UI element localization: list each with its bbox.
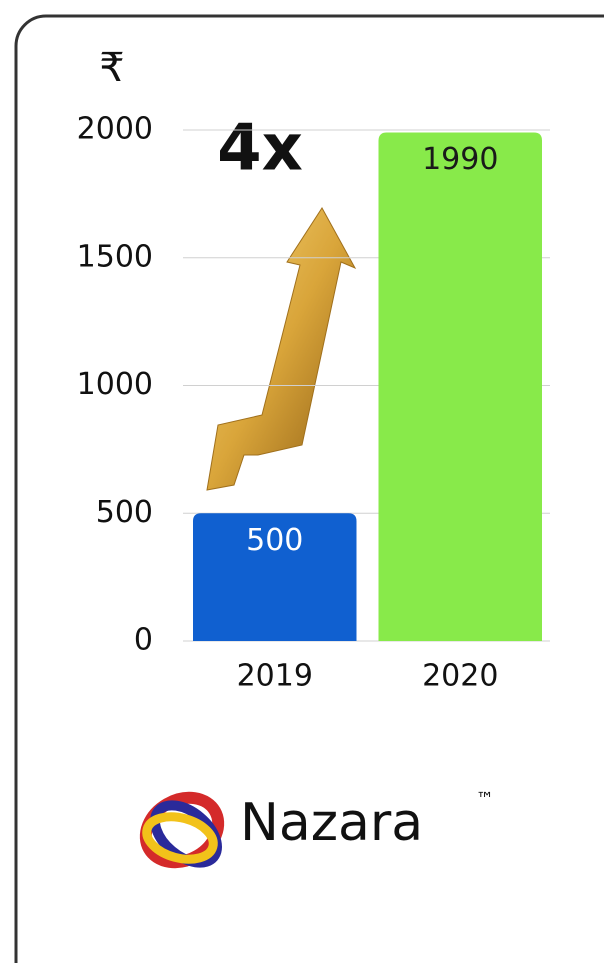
x-tick-label: 2020 [422,659,498,694]
y-tick-label: 1500 [77,239,153,274]
logo-text: Nazara [240,793,423,853]
bar [193,513,357,641]
y-tick-label: 1000 [77,367,153,402]
logo-icon [139,791,225,869]
y-tick-label: 2000 [77,112,153,147]
y-tick-label: 500 [96,495,153,530]
bar [378,132,542,641]
y-axis-label: ₹ [99,45,124,91]
x-tick-label: 2019 [237,659,313,694]
data-label: 500 [246,523,303,558]
data-label: 1990 [422,142,498,177]
growth-arrow [206,207,357,491]
annotation: 4x [217,112,303,186]
logo-trademark: ™ [476,789,494,810]
y-tick-label: 0 [134,623,153,658]
